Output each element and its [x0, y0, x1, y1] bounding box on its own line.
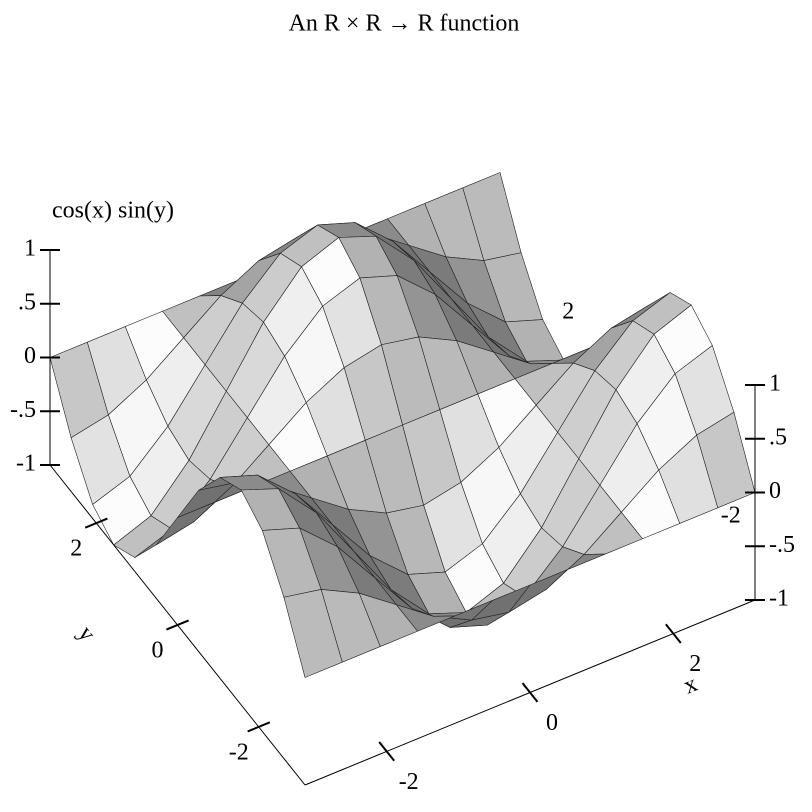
- x-tick: [378, 741, 395, 762]
- z-tick-label: 1: [24, 236, 36, 262]
- y-tick-label: 2: [70, 536, 82, 562]
- surface-patch: [283, 589, 343, 678]
- x-tick: [665, 623, 682, 644]
- y-tick: [247, 721, 271, 733]
- z-tick-label: .5: [18, 289, 36, 315]
- z-tick-label: 0: [24, 343, 36, 369]
- y-tick: [84, 517, 108, 529]
- z-axis-label: cos(x) sin(y): [52, 198, 174, 224]
- z-tick-label: .5: [769, 424, 787, 450]
- x-tick-label: -2: [399, 769, 419, 795]
- y-axis-label: y: [73, 621, 101, 646]
- y-tick-label: -2: [229, 739, 249, 765]
- z-tick-label: -1: [769, 586, 789, 612]
- z-tick-label: 1: [769, 371, 781, 397]
- z-tick-label: -1: [16, 451, 36, 477]
- chart-title: An R × R → R function: [289, 11, 520, 37]
- x-tick: [521, 682, 539, 703]
- x-tick-label: 0: [546, 710, 558, 736]
- y-tick-label: -2: [721, 502, 741, 528]
- x-tick-label: 2: [689, 651, 701, 677]
- z-tick-label: -.5: [769, 532, 795, 558]
- y-tick-label: 0: [152, 638, 164, 664]
- y-tick: [166, 619, 189, 631]
- z-tick-label: -.5: [10, 397, 36, 423]
- y-tick-label: 2: [562, 299, 574, 325]
- z-tick-label: 0: [769, 478, 781, 504]
